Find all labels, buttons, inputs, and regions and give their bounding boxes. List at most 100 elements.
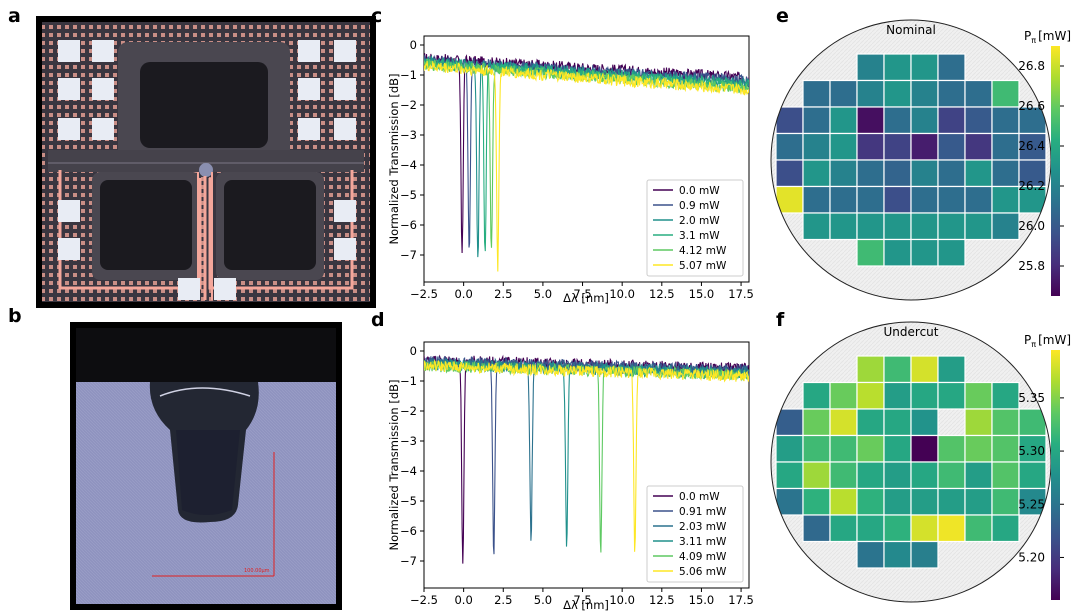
x-tick-label: 5.0 [534,287,552,301]
x-tick-label: 0.0 [454,593,472,607]
chart-e-wafer-map: Nominal 26.8 26.6 26.4 26.2 26.0 25.8 Pπ [mW] [770,19,1071,301]
wafer-die-cell [964,381,993,410]
chart-d-ylabel: Normalized Transmission [dB] [387,380,401,551]
wafer-die-cell [829,381,858,410]
wafer-die-cell [991,434,1020,463]
wafer-die-cell [802,132,831,161]
wafer-die-cell [937,434,966,463]
chart-e-title: Nominal [886,23,936,37]
chart-c-xlabel: Δλ [nm] [563,291,609,305]
wafer-die-cell [991,487,1020,516]
wafer-die-cell [802,159,831,188]
wafer-die-cell [991,106,1020,135]
wafer-die-cell [991,514,1020,543]
legend-label: 4.12 mW [679,245,727,257]
wafer-die-cell [829,106,858,135]
legend-label: 3.1 mW [679,230,720,242]
chart-d: −2.5 0.0 2.5 5.0 7.5 10.0 12.5 15.0 17.5 0 −1 −2 −3 −… [387,341,754,612]
colorbar-f [1051,350,1060,600]
chart-c-legend: 0.0 mW 0.9 mW 2.0 mW 3.1 mW 4.12 mW 5.07 mW [646,179,744,277]
wafer-die-cell [964,106,993,135]
wafer-die-cell [775,461,804,490]
wafer-die-cell [937,514,966,543]
wafer-die-cell [1018,106,1047,135]
legend-label: 3.11 mW [679,536,727,548]
x-tick-label: 17.5 [728,287,754,301]
panel-label-b: b [8,305,22,327]
legend-label: 0.0 mW [679,185,720,197]
x-tick-label: 2.5 [494,287,512,301]
colorbar-tick-label: 5.25 [1018,497,1045,511]
colorbar-tick-label: 26.6 [1018,99,1045,113]
wafer-die-cell [829,487,858,516]
legend-label: 0.0 mW [679,491,720,503]
legend-label: 2.0 mW [679,215,720,227]
wafer-die-cell [964,461,993,490]
wafer-die-cell [829,461,858,490]
x-tick-label: 15.0 [689,287,715,301]
legend-label: 5.06 mW [679,566,727,578]
wafer-die-cell [802,434,831,463]
y-tick-label: 0 [410,344,417,358]
wafer-die-cell [883,381,912,410]
wafer-die-cell [775,159,804,188]
panel-label-e: e [776,5,789,27]
wafer-die-cell [883,212,912,241]
wafer-die-cell [883,355,912,384]
wafer-die-cell [802,514,831,543]
series-line [424,359,749,552]
y-tick-label: 0 [410,38,417,52]
wafer-die-cell [937,461,966,490]
y-tick-label: −3 [400,128,417,142]
wafer-die-cell [775,132,804,161]
x-tick-label: 7.5 [573,593,591,607]
colorbar-tick-label: 26.2 [1018,179,1045,193]
wafer-die-cell [856,185,885,214]
wafer-die-cell [802,381,831,410]
wafer-die-cell [910,53,939,82]
wafer-die-cell [910,212,939,241]
wafer-die-cell [775,106,804,135]
panel-label-f: f [776,309,785,331]
x-tick-label: 10.0 [609,287,635,301]
panel-label-c: c [371,5,382,27]
wafer-die-cell [883,540,912,569]
wafer-die-cell [883,159,912,188]
wafer-die-cell [964,185,993,214]
wafer-die-cell [964,212,993,241]
wafer-die-cell [964,408,993,437]
wafer-die-cell [991,159,1020,188]
series-line [424,61,749,272]
wafer-die-cell [937,185,966,214]
legend-label: 5.07 mW [679,260,727,272]
wafer-die-cell [991,212,1020,241]
wafer-die-cell [910,106,939,135]
wafer-die-cell [937,212,966,241]
chart-d-xlabel: Δλ [nm] [563,598,609,612]
colorbar-tick-label: 25.8 [1018,259,1045,273]
wafer-die-cell [910,132,939,161]
y-tick-label: −6 [400,524,417,538]
wafer-die-cell [1018,132,1047,161]
wafer-die-cell [856,540,885,569]
wafer-die-cell [856,132,885,161]
y-tick-label: −7 [400,554,417,568]
chart-c: −2.5 0.0 2.5 5.0 7.5 10.0 12.5 15.0 17.5 0 −1 −2 −3 −… [387,35,754,305]
wafer-die-cell [910,79,939,108]
chip-micrograph [36,16,376,308]
legend-label: 0.9 mW [679,200,720,212]
wafer-die-cell [964,514,993,543]
wafer-die-cell [964,79,993,108]
wafer-die-cell [991,79,1020,108]
wafer-die-cell [991,185,1020,214]
wafer-die-cell [964,159,993,188]
colorbar-tick-label: 5.35 [1018,391,1045,405]
x-tick-label: 15.0 [689,593,715,607]
panel-label-d: d [371,309,385,331]
wafer-die-cell [883,514,912,543]
y-tick-label: −2 [400,98,417,112]
wafer-die-cell [856,238,885,267]
wafer-die-cell [910,238,939,267]
panel-label-a: a [8,5,21,27]
